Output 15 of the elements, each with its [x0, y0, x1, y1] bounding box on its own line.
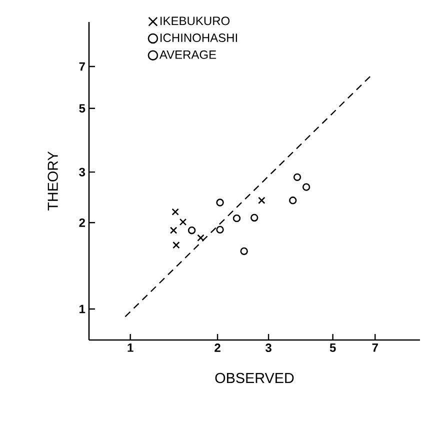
y-tick-label: 1 [80, 304, 86, 314]
y-tick-label: 7 [79, 62, 85, 71]
x-tick-label: 1 [128, 344, 134, 352]
x-axis-title: OBSERVED [215, 372, 294, 384]
legend-label: IKEBUKURO [160, 16, 230, 26]
y-tick-label: 3 [79, 168, 86, 176]
y-tick-label: 2 [79, 218, 85, 227]
x-tick-label: 3 [265, 344, 272, 352]
legend-label: ICHINOHASHI [160, 34, 237, 42]
y-axis-title: THEORY [48, 151, 58, 211]
legend-label: AVERAGE [159, 50, 216, 59]
x-tick-label: 2 [214, 344, 220, 352]
y-tick-label: 5 [79, 104, 86, 113]
x-tick-label: 7 [372, 344, 378, 352]
x-tick-label: 5 [330, 344, 336, 352]
